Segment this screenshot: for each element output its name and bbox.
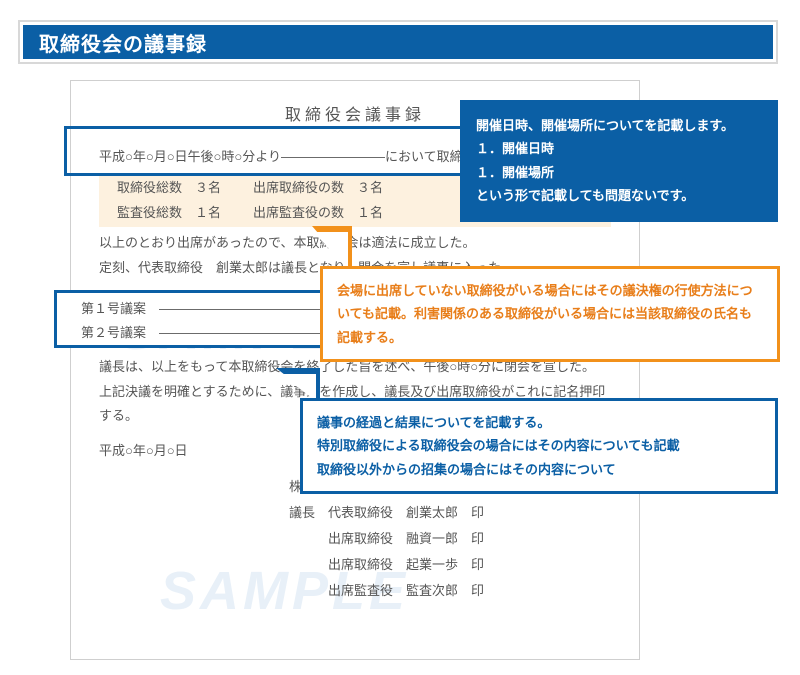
signer-line: 出席取締役 起業一歩 印 xyxy=(289,552,611,578)
callout-line: 開催日時、開催場所についてを記載します。 xyxy=(476,114,762,137)
callout-pointer-fill-icon xyxy=(268,374,316,401)
callout-proceedings: 議事の経過と結果についてを記載する。 特別取締役による取締役会の場合にはその内容… xyxy=(300,398,778,494)
signer-line: 出席取締役 融資一郎 印 xyxy=(289,526,611,552)
attendance-cell: 監査役総数 １名 xyxy=(117,201,221,226)
signer-line: 議長 代表取締役 創業太郎 印 xyxy=(289,500,611,526)
callout-text: 会場に出席していない取締役がいる場合にはその議決権の行使方法についても記載。利害… xyxy=(337,283,753,345)
attendance-cell: 出席監査役の数 １名 xyxy=(253,201,383,226)
callout-pointer-fill-icon xyxy=(296,232,348,270)
callout-line: 特別取締役による取締役会の場合にはその内容についても記載 xyxy=(317,434,761,457)
page-title: 取締役会の議事録 xyxy=(23,25,773,59)
callout-line: １．開催場所 xyxy=(476,161,762,184)
attendance-cell: 出席取締役の数 ３名 xyxy=(253,176,383,201)
page-title-text: 取締役会の議事録 xyxy=(39,28,207,57)
callout-line: １．開催日時 xyxy=(476,137,762,160)
callout-absent-directors: 会場に出席していない取締役がいる場合にはその議決権の行使方法についても記載。利害… xyxy=(320,266,780,362)
callout-line: という形で記載しても問題ないです。 xyxy=(476,184,762,207)
callout-line: 議事の経過と結果についてを記載する。 xyxy=(317,411,761,434)
callout-line: 取締役以外からの招集の場合にはその内容について xyxy=(317,458,761,481)
title-bar-frame: 取締役会の議事録 xyxy=(18,20,778,64)
attendance-cell: 取締役総数 ３名 xyxy=(117,176,221,201)
quorum-text: 以上のとおり出席があったので、本取締役会は適法に成立した。 xyxy=(99,231,611,256)
callout-date-place: 開催日時、開催場所についてを記載します。 １．開催日時 １．開催場所 という形で… xyxy=(460,100,778,222)
signer-line: 出席監査役 監査次郎 印 xyxy=(289,578,611,604)
